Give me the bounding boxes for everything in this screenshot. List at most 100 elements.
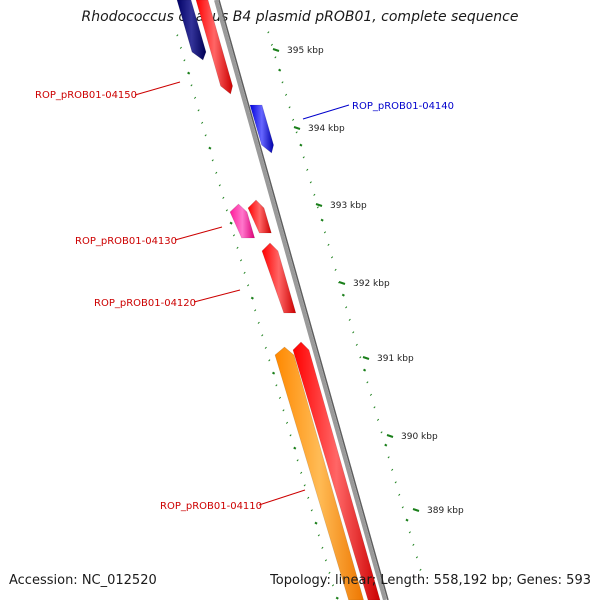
ruler-major-tick (315, 203, 323, 207)
outer-tick (359, 356, 362, 359)
gene-labels: ROP_pROB01-04150 ROP_pROB01-04140 ROP_pROB… (35, 81, 454, 512)
inner-tick (193, 96, 197, 99)
outer-tick (334, 268, 337, 271)
inner-tick (215, 171, 218, 174)
gene-feature-red (195, 0, 233, 95)
sequence-backbone (214, 0, 389, 600)
inner-tick (331, 584, 335, 587)
outer-tick (299, 143, 303, 147)
ruler-label: 394 kbp (308, 124, 345, 134)
gene-label-leader (174, 226, 223, 241)
outer-tick (306, 168, 309, 171)
outer-tick (376, 418, 380, 421)
ruler-major-tick (272, 48, 280, 52)
inner-tick (321, 546, 324, 549)
backbone-line (214, 0, 387, 600)
inner-tick (254, 309, 257, 312)
inner-tick (268, 359, 271, 362)
inner-tick (211, 159, 214, 162)
gene-feature-navy (176, 0, 207, 61)
gene-feature-magenta (229, 203, 256, 239)
outer-tick (270, 43, 273, 46)
outer-tick (405, 518, 409, 522)
outer-tick (323, 231, 327, 234)
inner-tick (229, 221, 233, 225)
inner-tick (296, 459, 299, 462)
ruler-label: 389 kbp (427, 506, 464, 516)
gene-feature-blue (249, 104, 274, 154)
gene-label[interactable]: ROP_pROB01-04110 (160, 501, 262, 512)
inner-tick (314, 521, 318, 525)
gene-feature-red (292, 341, 381, 600)
inner-tick (261, 334, 264, 337)
outer-tick (295, 131, 298, 134)
inner-tick (187, 71, 191, 75)
inner-tick (289, 434, 292, 437)
gene-label[interactable]: ROP_pROB01-04150 (35, 90, 137, 101)
outer-tick (363, 368, 367, 372)
outer-tick (274, 56, 277, 59)
gene-label[interactable]: ROP_pROB01-04130 (75, 236, 177, 247)
inner-tick (250, 296, 254, 300)
outer-tick (345, 306, 348, 309)
inner-tick (282, 409, 285, 412)
gene-label-leader (193, 289, 241, 303)
topology-summary: Topology: linear; Length: 558,192 bp; Ge… (270, 573, 591, 588)
outer-tick (313, 193, 316, 196)
inner-tick (190, 84, 193, 87)
ruler-major-tick (293, 126, 301, 130)
outer-tick (384, 443, 388, 447)
inner-tick (275, 384, 278, 387)
gene-feature-orange (274, 346, 364, 600)
outer-tick (412, 543, 415, 546)
outer-tick (267, 31, 270, 34)
outer-tick (320, 218, 324, 222)
outer-tick (278, 68, 282, 72)
ruler-label: 391 kbp (377, 354, 414, 364)
outer-tick (348, 318, 351, 321)
inner-tick (300, 471, 303, 474)
gene-feature-red (247, 199, 272, 234)
accession-text: Accession: NC_012520 (9, 573, 157, 588)
outer-tick (419, 568, 422, 571)
inner-tick (218, 184, 221, 187)
outer-tick (373, 406, 376, 409)
gene-label[interactable]: ROP_pROB01-04120 (94, 298, 196, 309)
outer-tick (352, 331, 355, 334)
inner-tick (303, 484, 306, 487)
inner-ruler-ticks (176, 34, 339, 600)
inner-tick (307, 496, 310, 499)
inner-tick (317, 534, 320, 537)
gene-label[interactable]: ROP_pROB01-04140 (352, 101, 454, 112)
gene-label-leader (258, 489, 306, 506)
inner-tick (272, 371, 276, 375)
inner-tick (285, 421, 289, 424)
outer-tick (408, 531, 411, 534)
inner-tick (324, 559, 327, 562)
outer-tick (391, 468, 394, 471)
inner-tick (243, 271, 246, 274)
ruler-major-tick (412, 508, 420, 512)
outer-tick (355, 343, 358, 346)
inner-tick (236, 246, 239, 249)
outer-tick (366, 381, 369, 384)
outer-tick (387, 456, 390, 459)
inner-tick (222, 196, 225, 199)
inner-tick (183, 59, 186, 62)
inner-tick (257, 321, 260, 324)
outer-tick (341, 293, 345, 297)
ruler-label: 393 kbp (330, 201, 367, 211)
inner-tick (201, 121, 204, 124)
gene-features (176, 0, 381, 600)
inner-tick (197, 109, 200, 112)
outer-tick (281, 81, 284, 84)
outer-tick (309, 181, 312, 184)
ruler-major-tick (362, 356, 370, 360)
outer-tick (316, 206, 319, 209)
outer-tick (327, 243, 330, 246)
outer-tick (302, 156, 305, 159)
inner-tick (208, 146, 212, 150)
outer-tick (398, 493, 401, 496)
outer-tick (401, 506, 404, 509)
